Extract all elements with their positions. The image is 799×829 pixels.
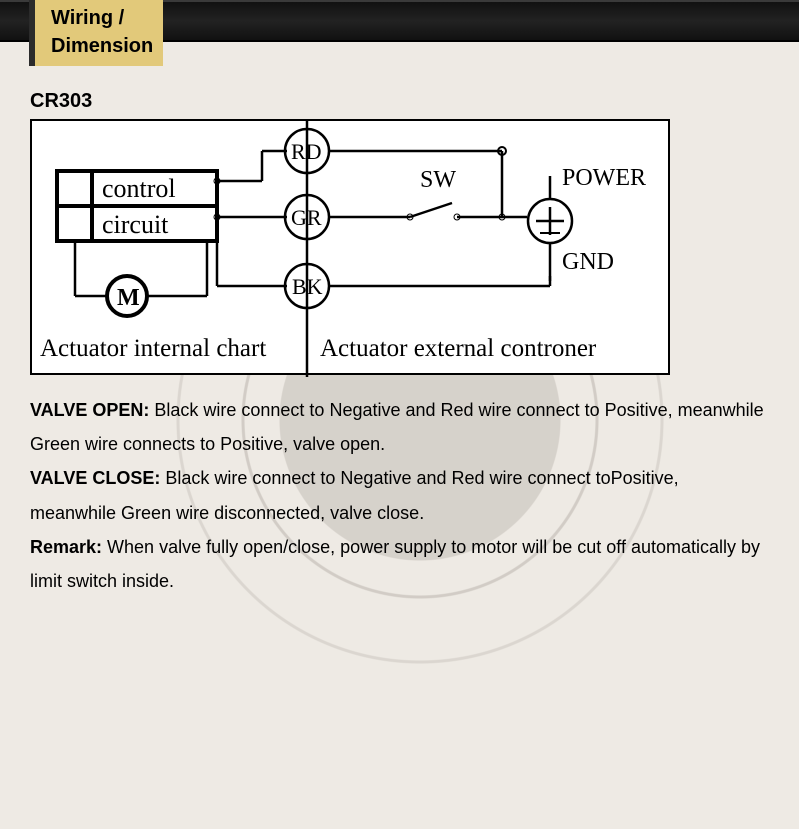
power-label: POWER (562, 165, 646, 191)
gnd-label: GND (562, 249, 614, 275)
internal-caption: Actuator internal chart (40, 335, 266, 362)
motor-label: M (117, 285, 140, 311)
wiring-svg: control circuit M RD GR (32, 121, 672, 377)
wiring-diagram: control circuit M RD GR (30, 119, 670, 375)
control-label-2: circuit (102, 210, 169, 239)
description-block: VALVE OPEN: Black wire connect to Negati… (30, 393, 769, 598)
tab-line-2: Dimension (51, 35, 153, 57)
terminal-gr-label: GR (291, 205, 322, 230)
content-area: CR303 control circuit M (30, 90, 769, 598)
switch-label: SW (420, 167, 456, 193)
external-caption: Actuator external controner (320, 335, 597, 362)
tab-line-1: Wiring / (51, 7, 124, 29)
desc-label: Remark: (30, 537, 102, 557)
desc-label: VALVE OPEN: (30, 400, 149, 420)
desc-row: VALVE OPEN: Black wire connect to Negati… (30, 393, 769, 461)
desc-row: VALVE CLOSE: Black wire connect to Negat… (30, 461, 769, 529)
section-tab: Wiring / Dimension (35, 0, 163, 66)
desc-row: Remark: When valve fully open/close, pow… (30, 530, 769, 598)
terminal-rd-label: RD (291, 139, 322, 164)
control-label-1: control (102, 174, 176, 203)
terminal-bk-label: BK (292, 274, 323, 299)
model-heading: CR303 (30, 90, 769, 113)
desc-text: When valve fully open/close, power suppl… (30, 537, 760, 591)
desc-label: VALVE CLOSE: (30, 468, 160, 488)
switch-arm (410, 203, 452, 217)
